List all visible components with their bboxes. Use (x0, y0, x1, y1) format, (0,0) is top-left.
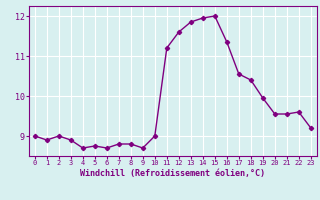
X-axis label: Windchill (Refroidissement éolien,°C): Windchill (Refroidissement éolien,°C) (80, 169, 265, 178)
